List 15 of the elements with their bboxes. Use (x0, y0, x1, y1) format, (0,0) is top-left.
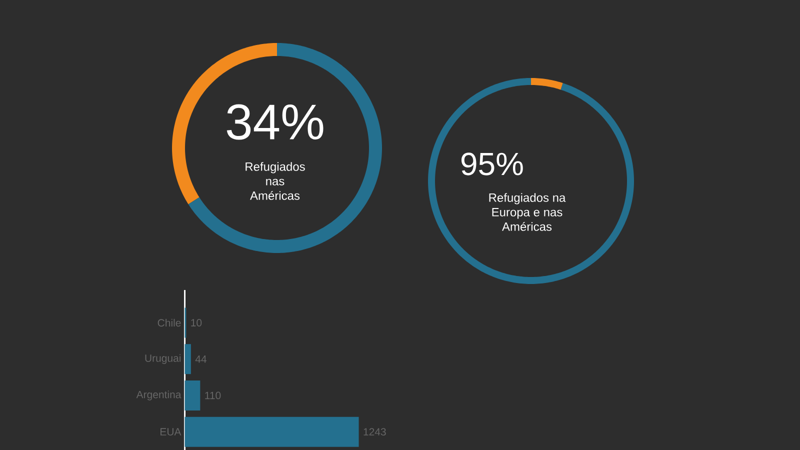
bar (184, 416, 359, 447)
text: Refugiados na Europa e nas Américas (489, 193, 566, 231)
y-tick-label: Argentina (136, 390, 182, 400)
data-label: 110 (205, 392, 221, 400)
data-label: 95% (461, 152, 523, 176)
y-tick-label: EUA (160, 428, 182, 436)
y-tick-label: Chile (158, 318, 181, 327)
data-label: 1243 (364, 428, 386, 436)
data-label: 44 (195, 355, 206, 363)
y-tick-label: Uruguai (145, 354, 181, 364)
data-label: 10 (191, 319, 202, 326)
bar (184, 380, 200, 410)
text: Refugiados nas Américas (246, 162, 305, 200)
bar (184, 344, 191, 374)
data-label: 34% (226, 104, 324, 140)
